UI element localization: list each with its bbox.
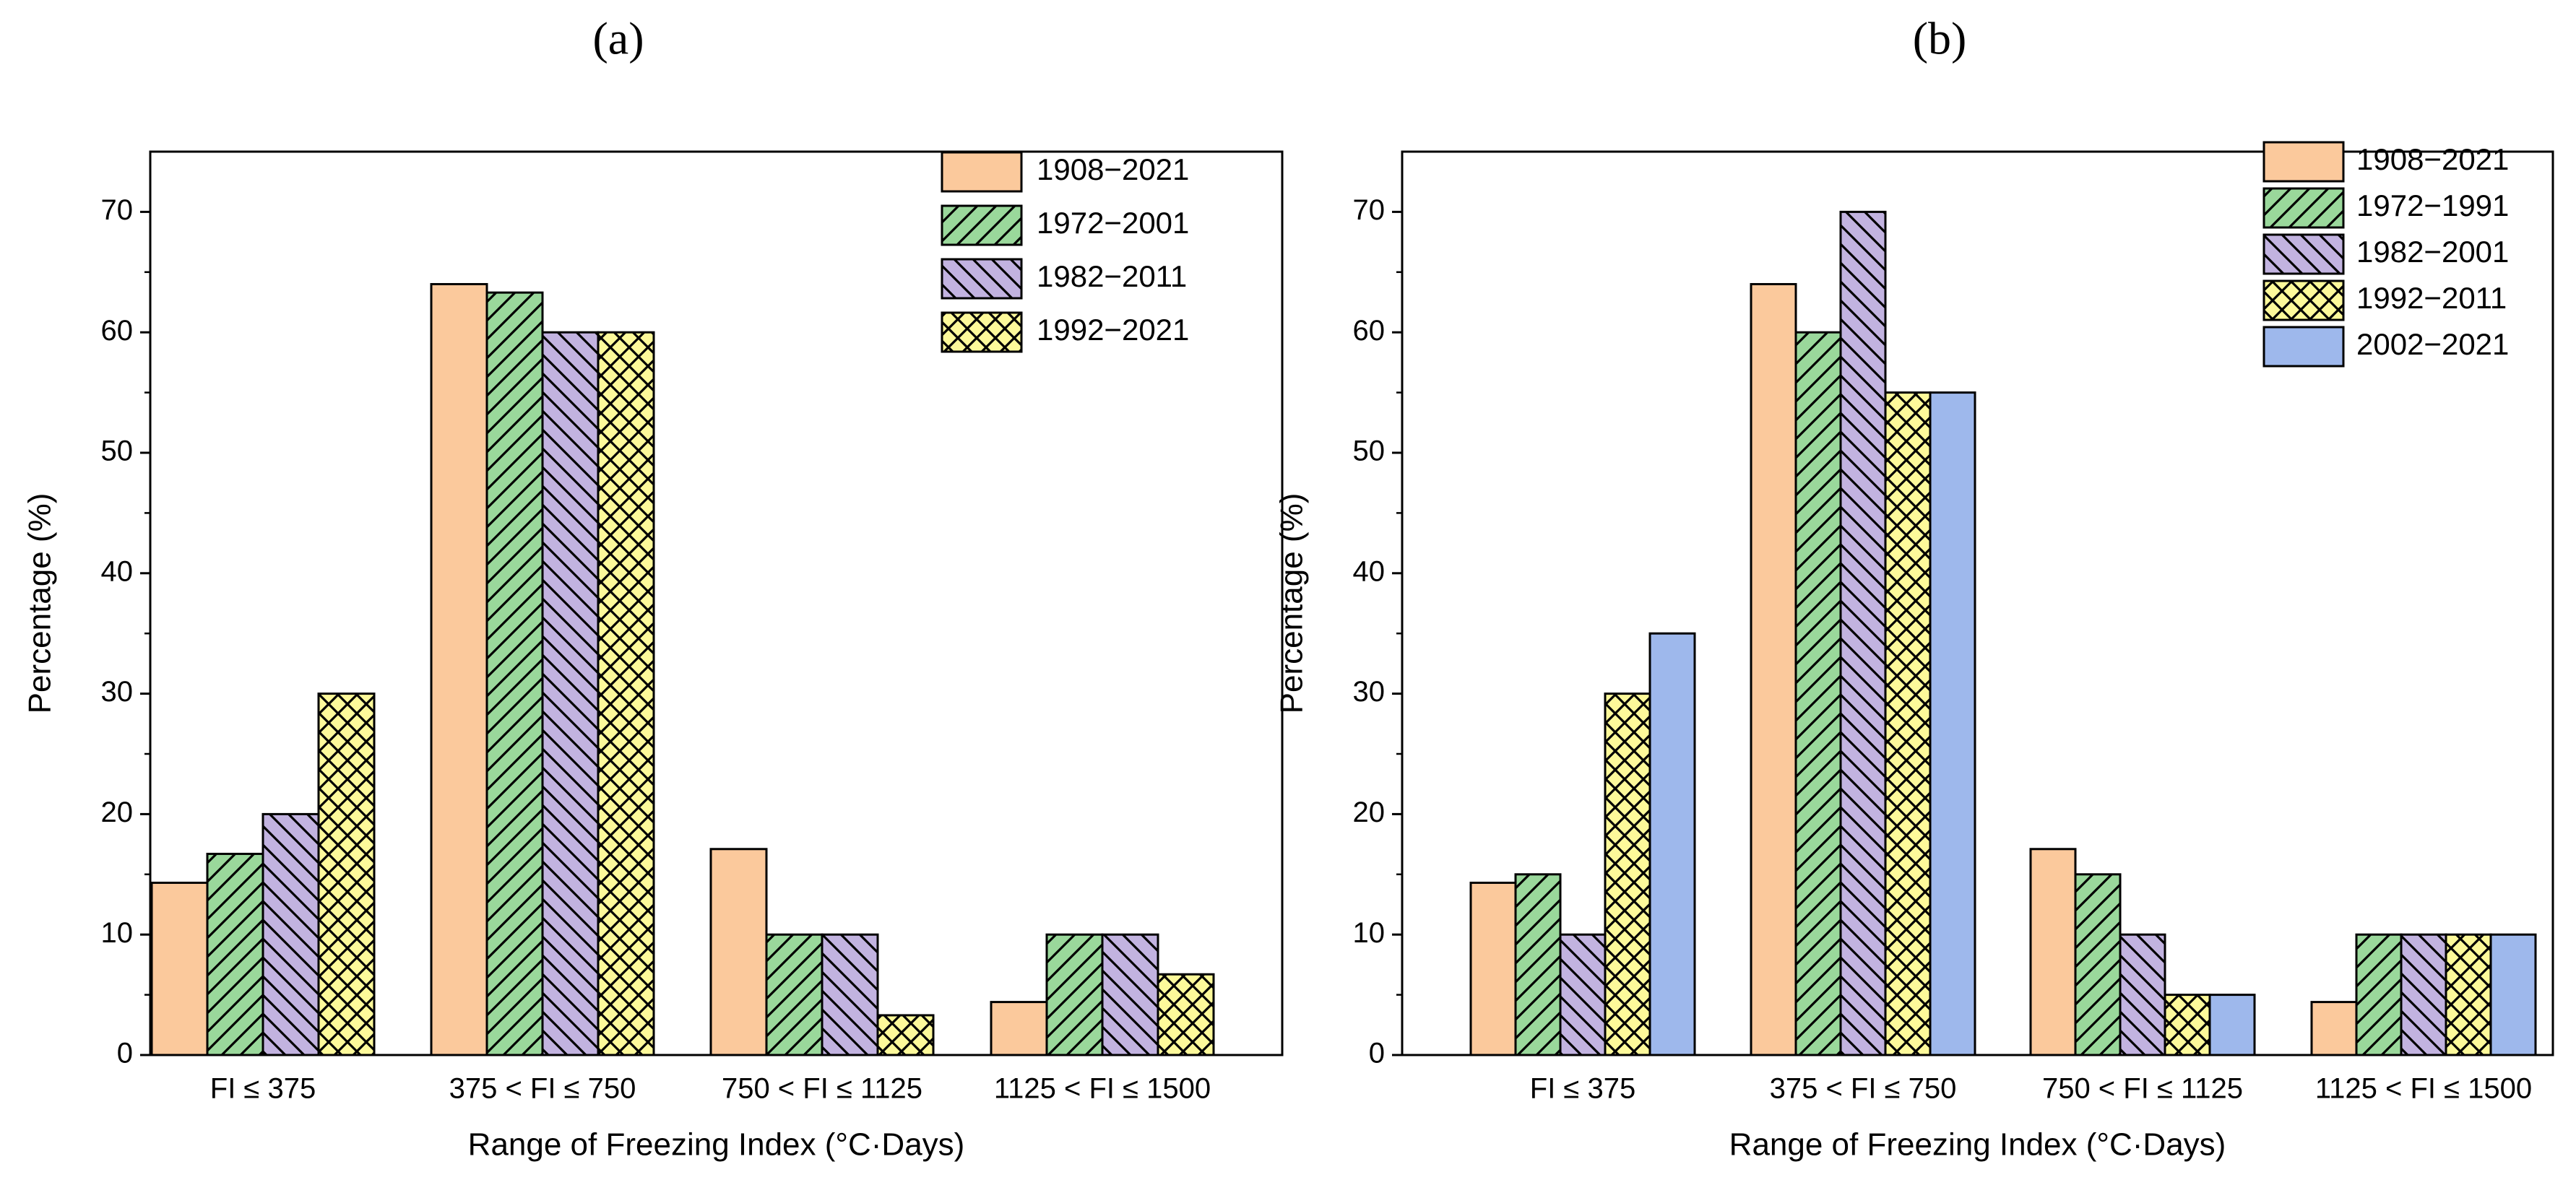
p1-x-axis-label: Range of Freezing Index (°C·Days) bbox=[1729, 1127, 2226, 1163]
p1-panel-label: (b) bbox=[1913, 13, 1967, 64]
p1-bar-4-2 bbox=[1884, 391, 1932, 1056]
p1-bar-2-2 bbox=[1794, 331, 1842, 1056]
p0-ytick-label: 10 bbox=[101, 917, 134, 949]
p1-legend-swatch-3 bbox=[2262, 233, 2345, 275]
p1-legend-swatch-2 bbox=[2262, 187, 2345, 229]
p0-legend-label-1: 1908−2021 bbox=[1037, 152, 1189, 186]
p0-ytick-label: 30 bbox=[101, 676, 134, 708]
p1-bar-1-1 bbox=[1469, 881, 1517, 1056]
p1-plot-frame bbox=[1401, 150, 2554, 1056]
p0-legend-swatch-3 bbox=[941, 258, 1023, 300]
p1-ytick-label: 10 bbox=[1353, 917, 1386, 949]
p1-ytick-label: 0 bbox=[1369, 1038, 1385, 1069]
p1-bar-5-3 bbox=[2208, 994, 2256, 1056]
p0-bar-3-3 bbox=[821, 933, 879, 1056]
p0-ytick-label: 40 bbox=[101, 555, 134, 587]
p1-ytick-label: 40 bbox=[1353, 555, 1386, 587]
p0-legend-label-2: 1972−2001 bbox=[1037, 206, 1189, 240]
p0-bar-3-1 bbox=[262, 812, 320, 1056]
p0-bar-3-4 bbox=[1101, 933, 1159, 1056]
p1-legend-swatch-5 bbox=[2262, 326, 2345, 368]
p0-bar-2-2 bbox=[485, 291, 544, 1056]
p0-ytick-label: 60 bbox=[101, 315, 134, 347]
panel-a-chart: (a) 0 10 20 30 40 50 60 70 FI ≤ 375 375 < FI ≤ 750… bbox=[22, 13, 1284, 1163]
p1-bar-5-1 bbox=[1648, 632, 1696, 1056]
p1-bar-3-1 bbox=[1559, 933, 1607, 1056]
p0-bar-1-4 bbox=[990, 1001, 1048, 1056]
p0-ytick-label: 20 bbox=[101, 796, 134, 828]
p1-bar-2-4 bbox=[2355, 933, 2403, 1056]
p1-legend-swatch-4 bbox=[2262, 279, 2345, 321]
p0-ytick-label: 70 bbox=[101, 194, 134, 226]
p1-xtick-label: 375 < FI ≤ 750 bbox=[1770, 1073, 1957, 1105]
p0-ytick-label: 50 bbox=[101, 435, 134, 467]
p1-bar-4-1 bbox=[1604, 693, 1651, 1056]
p0-y-axis-label: Percentage (%) bbox=[22, 493, 58, 714]
p0-bar-4-4 bbox=[1157, 973, 1215, 1056]
p1-bar-3-2 bbox=[1839, 210, 1887, 1056]
p0-legend-label-4: 1992−2021 bbox=[1037, 313, 1189, 347]
p0-legend-swatch-4 bbox=[941, 311, 1023, 353]
p0-bar-4-1 bbox=[317, 693, 376, 1056]
p0-x-axis-label: Range of Freezing Index (°C·Days) bbox=[468, 1127, 965, 1163]
p0-bar-3-2 bbox=[541, 331, 600, 1056]
p1-ytick-label: 60 bbox=[1353, 315, 1386, 347]
p0-legend-swatch-1 bbox=[941, 151, 1023, 193]
p0-legend-swatch-2 bbox=[941, 204, 1023, 246]
p1-legend-label-1: 1908−2021 bbox=[2356, 142, 2509, 176]
p1-bar-3-3 bbox=[2119, 933, 2166, 1056]
p1-legend-label-4: 1992−2011 bbox=[2356, 281, 2507, 315]
p0-bar-1-3 bbox=[709, 848, 768, 1056]
p1-bar-1-4 bbox=[2310, 1001, 2358, 1056]
p1-ytick-label: 20 bbox=[1353, 796, 1386, 828]
p1-ytick-label: 30 bbox=[1353, 676, 1386, 708]
p0-ytick-label: 0 bbox=[117, 1038, 133, 1069]
p1-bar-1-2 bbox=[1750, 282, 1797, 1056]
p1-bar-3-4 bbox=[2400, 933, 2447, 1056]
p1-ytick-label: 50 bbox=[1353, 435, 1386, 467]
p0-bar-1-1 bbox=[150, 881, 209, 1056]
p1-legend-swatch-1 bbox=[2262, 141, 2345, 183]
p1-bar-2-3 bbox=[2074, 873, 2122, 1056]
p0-plot-frame bbox=[149, 150, 1284, 1056]
p1-bar-2-1 bbox=[1514, 873, 1562, 1056]
p0-xtick-label: 375 < FI ≤ 750 bbox=[449, 1073, 636, 1105]
p1-ytick-label: 70 bbox=[1353, 194, 1386, 226]
p0-bar-2-1 bbox=[206, 852, 264, 1056]
p1-legend-label-5: 2002−2021 bbox=[2356, 327, 2509, 361]
p1-xtick-label: 1125 < FI ≤ 1500 bbox=[2315, 1073, 2532, 1105]
p1-bar-5-4 bbox=[2489, 933, 2537, 1056]
p0-legend-label-3: 1982−2011 bbox=[1037, 259, 1187, 293]
p1-bar-5-2 bbox=[1929, 391, 1976, 1056]
p0-bar-4-2 bbox=[597, 331, 655, 1056]
p1-legend-label-2: 1972−1991 bbox=[2356, 188, 2509, 222]
p0-bar-4-3 bbox=[876, 1014, 935, 1056]
p1-xtick-label: 750 < FI ≤ 1125 bbox=[2042, 1073, 2243, 1105]
p1-xtick-label: FI ≤ 375 bbox=[1530, 1073, 1635, 1105]
p0-bar-2-3 bbox=[765, 933, 824, 1056]
p1-bar-4-3 bbox=[2164, 994, 2211, 1056]
p0-bar-1-2 bbox=[430, 282, 488, 1056]
p1-bar-4-4 bbox=[2445, 933, 2492, 1056]
p0-bar-2-4 bbox=[1045, 933, 1104, 1056]
p1-legend-label-3: 1982−2001 bbox=[2356, 235, 2509, 269]
p0-xtick-label: 1125 < FI ≤ 1500 bbox=[994, 1073, 1211, 1105]
p0-panel-label: (a) bbox=[592, 13, 644, 64]
p1-bar-1-3 bbox=[2029, 848, 2077, 1056]
panel-b-chart: (b) 0 10 20 30 40 50 60 70 FI ≤ 375 375 < FI ≤ 750… bbox=[1274, 13, 2554, 1163]
p1-y-axis-label: Percentage (%) bbox=[1274, 493, 1310, 714]
p0-xtick-label: 750 < FI ≤ 1125 bbox=[722, 1073, 922, 1105]
p0-xtick-label: FI ≤ 375 bbox=[210, 1073, 316, 1105]
